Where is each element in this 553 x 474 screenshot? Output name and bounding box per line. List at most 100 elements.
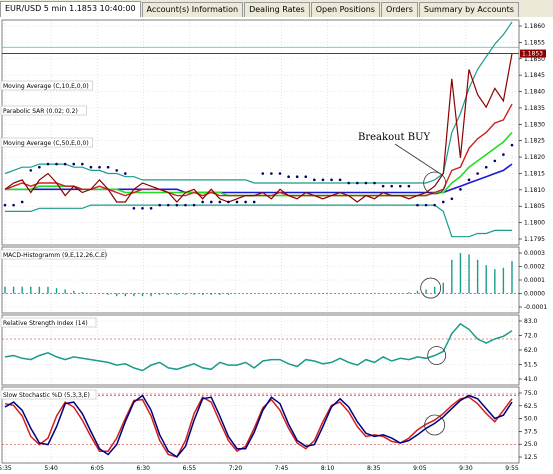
- y-tick-label: 1.1860: [524, 23, 545, 30]
- price-panel-frame: [1, 19, 520, 246]
- y-tick-label: 0.0002: [524, 264, 545, 271]
- y-tick-label: 83.0: [524, 318, 538, 325]
- label-layer: 5:35 5:40 6:05 6:30 6:55 7:20 7:45 8:10 8:35 9:05…: [0, 23, 547, 472]
- y-tick-label: 0.0000: [524, 291, 545, 298]
- sar-dot: [227, 200, 230, 204]
- sar-dot: [235, 200, 239, 204]
- breakout-circle-macd: [420, 277, 442, 299]
- y-tick-label: 51.5: [524, 362, 538, 369]
- sar-dot: [252, 200, 256, 204]
- time-tick-label: 7:45: [275, 465, 289, 472]
- sar-dot: [510, 143, 514, 147]
- tab-open-positions[interactable]: Open Positions: [310, 2, 380, 17]
- stoch-k-line: [4, 396, 513, 458]
- sar-dot: [416, 203, 419, 207]
- time-tick-label: 7:20: [229, 465, 243, 472]
- sar-dot: [38, 165, 41, 169]
- tab-summary-by-accounts[interactable]: Summary by Accounts: [418, 2, 519, 17]
- sar-dot: [89, 165, 93, 169]
- y-tick-label: 50.0: [524, 416, 538, 423]
- y-tick-label: 1.1845: [524, 72, 545, 79]
- y-tick-label: 62.0: [524, 347, 538, 354]
- breakout-circle-rsi: [427, 346, 447, 365]
- tab-bar: EUR/USD 5 min 1.1853 10:40:00 Account(s)…: [0, 0, 553, 18]
- y-tick-label: 0.0001: [524, 277, 545, 284]
- y-tick-label: 1.1835: [524, 105, 545, 112]
- sar-dot: [381, 184, 385, 188]
- y-tick-label: 0.0003: [524, 250, 545, 257]
- time-tick-label: 5:40: [44, 465, 58, 472]
- sar-dot: [338, 178, 342, 182]
- sar-dot: [106, 165, 110, 169]
- tab-account-information[interactable]: Account(s) Information: [141, 2, 244, 17]
- sar-dot: [484, 165, 488, 169]
- stoch-label: Slow Stochastic %D (5,3,3,E): [3, 392, 90, 399]
- last-price-label: 1.1853: [522, 51, 543, 58]
- y-tick-label: 72.0: [524, 333, 538, 340]
- sar-dot: [72, 162, 76, 166]
- y-tick-label: 62.5: [524, 403, 538, 410]
- sar-dot: [270, 172, 273, 175]
- sar-dot: [201, 200, 204, 204]
- time-tick-label: 8:35: [367, 465, 381, 472]
- grid-lines: [2, 20, 519, 463]
- sar-dot: [347, 181, 351, 185]
- chart-area[interactable]: 5:35 5:40 6:05 6:30 6:55 7:20 7:45 8:10 8:35 9:05…: [0, 17, 553, 474]
- sar-dot: [321, 178, 325, 182]
- indicator-label: Moving Average (C,10,E,0,0): [3, 83, 89, 90]
- sar-dot: [81, 162, 84, 166]
- y-tick-label: 1.1820: [524, 154, 545, 161]
- y-tick-label: 1.1800: [524, 220, 545, 227]
- sar-dot: [209, 200, 213, 204]
- rsi-label-box: [0, 317, 97, 328]
- sar-dot: [278, 172, 282, 175]
- bb_upper-line: [4, 21, 513, 184]
- indicator-label: Moving Average (C,50,E,0,0): [3, 140, 89, 147]
- y-tick-label: 12.5: [524, 454, 538, 461]
- indicator-label-box: [0, 80, 93, 91]
- sar-dot: [141, 206, 144, 210]
- tab-dealing-rates[interactable]: Dealing Rates: [244, 2, 310, 17]
- time-tick-label: 9:55: [505, 465, 519, 472]
- breakout-annotation: Breakout BUY: [358, 132, 431, 143]
- sar-dot: [244, 200, 247, 204]
- breakout-arrow: [394, 143, 441, 175]
- sar-dot: [467, 178, 471, 182]
- time-tick-label: 5:35: [0, 465, 12, 472]
- indicator-label-box: [0, 137, 93, 148]
- time-tick-label: 6:05: [90, 465, 104, 472]
- sar-dot: [149, 206, 153, 210]
- sar-dot: [63, 162, 67, 166]
- sar-dot: [304, 175, 308, 178]
- y-tick-label: 1.1850: [524, 56, 545, 63]
- y-tick-label: 25.0: [524, 441, 538, 448]
- time-tick-label: 9:30: [459, 465, 473, 472]
- y-tick-label: 1.1840: [524, 89, 545, 96]
- sar-dot: [175, 203, 179, 207]
- sar-dot: [364, 181, 368, 185]
- sar-dot: [261, 172, 265, 175]
- last-price-tag: [520, 49, 546, 58]
- time-tick-label: 6:55: [183, 465, 197, 472]
- stoch-panel-frame: [1, 386, 520, 464]
- macd-label-box: [0, 249, 106, 260]
- sar-dot: [476, 172, 479, 175]
- sar-dot: [29, 169, 33, 172]
- sar-dot: [330, 178, 333, 182]
- indicator-label: Parabolic SAR (0.02; 0.2): [3, 108, 78, 115]
- time-tick-label: 9:05: [413, 465, 427, 472]
- sar-dot: [132, 206, 136, 210]
- y-tick-label: 1.1830: [524, 121, 545, 128]
- tab-orders[interactable]: Orders: [380, 2, 418, 17]
- sar-dot: [441, 200, 445, 204]
- y-tick-label: 37.5: [524, 428, 538, 435]
- y-tick-label: -0.0001: [524, 304, 547, 311]
- sar-dot: [424, 203, 428, 207]
- tab-eurusd-chart[interactable]: EUR/USD 5 min 1.1853 10:40:00: [0, 1, 141, 17]
- sar-dot: [373, 181, 376, 185]
- sar-dot: [287, 175, 290, 178]
- y-tick-label: 41.0: [524, 376, 538, 383]
- annotation-layer: Breakout BUY: [358, 132, 447, 436]
- y-tick-label: 1.1815: [524, 170, 545, 177]
- time-tick-label: 6:30: [137, 465, 151, 472]
